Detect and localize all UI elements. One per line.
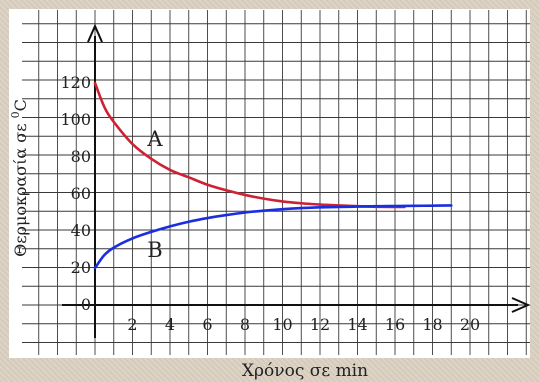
- y-tick-label: 0: [81, 295, 91, 314]
- x-tick-label: 2: [127, 315, 137, 334]
- series-labels: AB: [146, 127, 163, 262]
- y-tick-label: 80: [71, 147, 91, 166]
- curves: [93, 81, 453, 270]
- x-axis-arrow: [511, 297, 531, 313]
- y-axis-label: Θερμοκρασία σε 0C: [9, 99, 30, 257]
- series-label-a: A: [146, 127, 163, 151]
- y-tick-label: 100: [60, 110, 91, 129]
- grid-lines: [22, 10, 530, 355]
- y-axis-label-unit: C: [11, 99, 30, 111]
- x-tick-label: 6: [202, 315, 212, 334]
- x-tick-label: 4: [165, 315, 175, 334]
- x-tick-label: 12: [310, 315, 330, 334]
- x-tick-label: 16: [385, 315, 405, 334]
- x-tick-labels: 2 4 6 8 10 12 14 16 18 20: [127, 315, 480, 334]
- axes: [62, 23, 531, 338]
- series-line-a: [93, 81, 406, 209]
- x-tick-label: 18: [422, 315, 442, 334]
- x-tick-label: 8: [240, 315, 250, 334]
- y-tick-label: 40: [71, 221, 91, 240]
- y-tick-label: 60: [71, 184, 91, 203]
- y-tick-labels: 0 20 40 60 80 100 120: [60, 73, 91, 314]
- y-tick-label: 20: [71, 258, 91, 277]
- y-tick-label: 120: [60, 73, 91, 92]
- x-tick-label: 10: [272, 315, 292, 334]
- x-tick-label: 20: [460, 315, 480, 334]
- y-axis-label-superscript: 0: [9, 111, 22, 118]
- y-axis-arrow: [87, 23, 103, 43]
- y-axis-label-main: Θερμοκρασία σε: [11, 118, 30, 256]
- series-line-b: [93, 204, 453, 270]
- x-tick-label: 14: [347, 315, 367, 334]
- series-label-b: B: [147, 238, 162, 262]
- x-axis-label: Χρόνος σε min: [242, 361, 368, 381]
